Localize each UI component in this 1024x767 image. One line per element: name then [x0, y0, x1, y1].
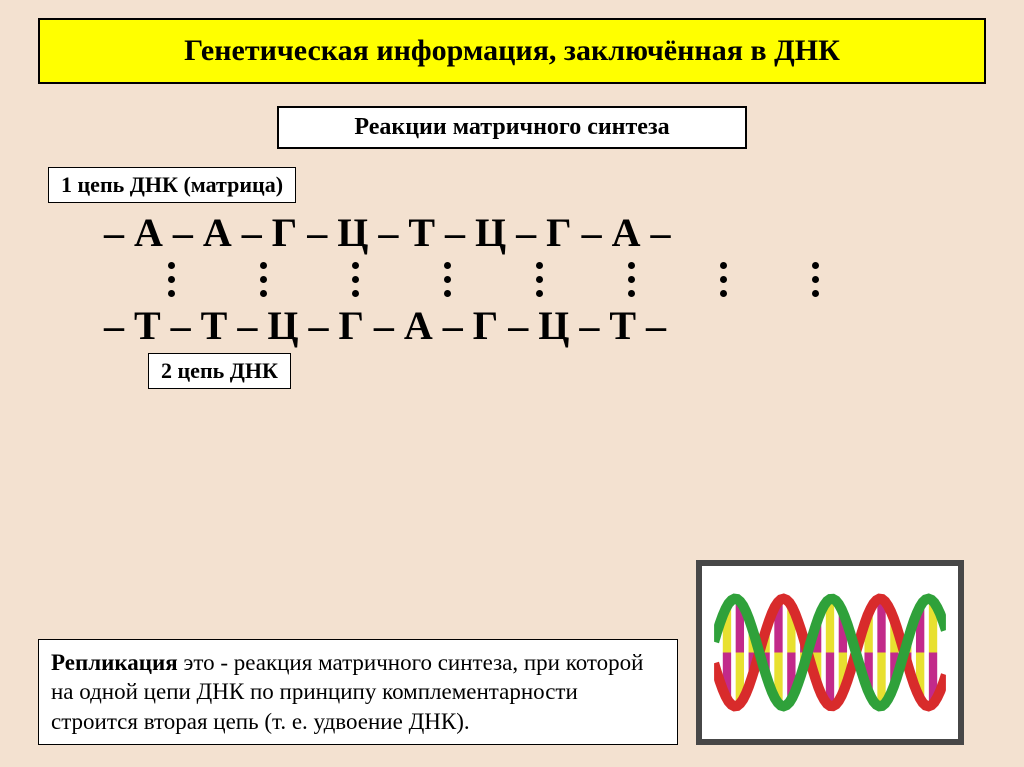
dna-strand-2: – Т – Т – Ц – Г – А – Г – Ц – Т –	[104, 302, 946, 349]
strand2-label: 2 цепь ДНК	[148, 353, 291, 389]
slide-subtitle: Реакции матричного синтеза	[277, 106, 747, 149]
dna-strand-1: – А – А – Г – Ц – Т – Ц – Г – А –	[104, 209, 946, 256]
bond-column	[260, 262, 267, 297]
bond-column	[168, 262, 175, 297]
slide-title: Генетическая информация, заключённая в Д…	[38, 18, 986, 84]
helix-icon	[710, 576, 950, 729]
slide: Генетическая информация, заключённая в Д…	[0, 0, 1024, 767]
dna-bonds	[168, 256, 946, 302]
bond-column	[628, 262, 635, 297]
definition-term: Репликация	[51, 650, 178, 675]
definition-box: Репликация это - реакция матричного синт…	[38, 639, 678, 745]
footer: Репликация это - реакция матричного синт…	[38, 560, 986, 745]
bond-column	[536, 262, 543, 297]
bond-column	[812, 262, 819, 297]
bond-column	[720, 262, 727, 297]
bond-column	[352, 262, 359, 297]
strand1-label: 1 цепь ДНК (матрица)	[48, 167, 296, 203]
bond-column	[444, 262, 451, 297]
dna-helix-image	[696, 560, 964, 745]
dna-diagram: – А – А – Г – Ц – Т – Ц – Г – А – – Т – …	[104, 209, 946, 349]
